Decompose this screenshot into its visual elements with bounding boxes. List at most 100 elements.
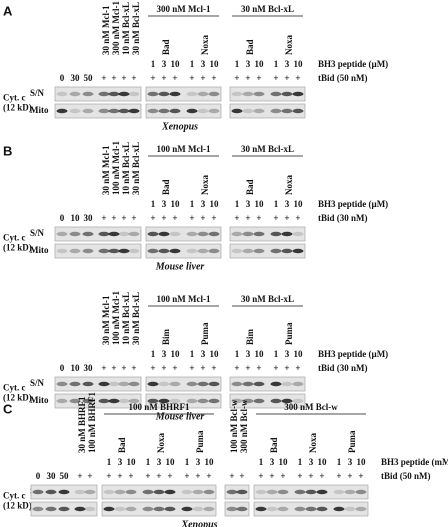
blot-band xyxy=(270,91,282,97)
subgroup-label: Puma xyxy=(195,430,205,453)
blot-band xyxy=(147,248,159,254)
tbid-label: tBid (50 nM) xyxy=(381,471,431,481)
protein-label: Cyt. c xyxy=(3,93,26,103)
blot-band xyxy=(32,489,44,495)
subgroup-label: Noxa xyxy=(284,35,294,55)
tbid-plus: + xyxy=(234,213,239,223)
peptide-dose: 1 xyxy=(298,457,303,467)
peptide-dose: 3 xyxy=(285,59,290,69)
tbid-plus: + xyxy=(156,471,161,481)
blot-band xyxy=(197,398,209,404)
blot-strip xyxy=(54,86,142,102)
blot-band xyxy=(84,506,96,512)
blot-band xyxy=(208,108,220,114)
blot-band xyxy=(186,231,198,237)
tbid-plus: + xyxy=(189,363,194,373)
subgroup-label: Noxa xyxy=(200,35,210,55)
protein-label: Cyt. c xyxy=(3,383,26,393)
group-title: 100 nM BHRF1 xyxy=(128,402,190,412)
tbid-plus: + xyxy=(347,471,352,481)
tbid-plus: + xyxy=(273,363,278,373)
tbid-label: tBid (30 nM) xyxy=(318,213,368,223)
peptide-dose: 1 xyxy=(151,59,156,69)
blot-band xyxy=(98,248,110,254)
blot-band xyxy=(125,506,137,512)
blot-band xyxy=(186,398,198,404)
blot-band xyxy=(226,506,238,512)
lane-label: 30 nM Bcl-xL xyxy=(131,142,141,195)
tbid-dose: 10 xyxy=(71,213,81,223)
blot-band xyxy=(208,231,220,237)
blot-band xyxy=(82,248,94,254)
blot-band xyxy=(242,381,254,387)
blot-band xyxy=(266,506,278,512)
tbid-plus: + xyxy=(131,73,136,83)
blot-band xyxy=(333,506,345,512)
lane-label: 30 nM BHRF1 xyxy=(77,396,87,453)
tbid-plus: + xyxy=(308,471,313,481)
blot-band xyxy=(281,91,293,97)
source-label: Xenopus xyxy=(161,121,198,132)
peptide-dose: 1 xyxy=(259,457,264,467)
tbid-plus: + xyxy=(161,73,166,83)
tbid-plus: + xyxy=(111,73,116,83)
group-title: 30 nM Bcl-xL xyxy=(241,294,294,304)
blot-band xyxy=(208,398,220,404)
blot-band xyxy=(231,381,243,387)
blot-band xyxy=(292,108,304,114)
tbid-plus: + xyxy=(200,213,205,223)
blot-band xyxy=(128,398,140,404)
blot-band xyxy=(82,91,94,97)
tbid-dose: 0 xyxy=(60,73,65,83)
blot-band xyxy=(270,398,282,404)
blot-band xyxy=(56,248,68,254)
blot-band xyxy=(294,506,306,512)
blot-band xyxy=(253,231,265,237)
tbid-plus: + xyxy=(256,363,261,373)
tbid-label: tBid (30 nM) xyxy=(318,363,368,373)
blot-band xyxy=(142,489,154,495)
tbid-label: tBid (50 nM) xyxy=(318,73,368,83)
blot-band xyxy=(158,231,170,237)
blot-band xyxy=(186,91,198,97)
subgroup-label: Bad xyxy=(245,39,255,55)
blot-band xyxy=(128,381,140,387)
blot-band xyxy=(192,489,204,495)
tbid-plus: + xyxy=(256,73,261,83)
subgroup-label: Puma xyxy=(200,322,210,345)
blot-band xyxy=(270,381,282,387)
tbid-plus: + xyxy=(121,73,126,83)
tbid-plus: + xyxy=(145,471,150,481)
tbid-plus: + xyxy=(111,213,116,223)
size-label: (12 kD) xyxy=(3,103,32,113)
tbid-plus: + xyxy=(189,213,194,223)
blot-band xyxy=(169,91,181,97)
blot-band xyxy=(108,108,120,114)
blot-band xyxy=(305,489,317,495)
blot-band xyxy=(158,108,170,114)
tbid-plus: + xyxy=(234,73,239,83)
blot-band xyxy=(355,506,367,512)
panel-label: C xyxy=(3,401,13,416)
peptide-dose: 3 xyxy=(246,59,251,69)
blot-strip xyxy=(145,393,222,409)
blot-band xyxy=(186,108,198,114)
peptide-dose: 3 xyxy=(309,457,314,467)
tbid-plus: + xyxy=(319,471,324,481)
blot-band xyxy=(277,506,289,512)
blot-band xyxy=(82,398,94,404)
blot-band xyxy=(147,381,159,387)
peptide-dose: 3 xyxy=(118,457,123,467)
subgroup-label: Noxa xyxy=(284,175,294,195)
blot-band xyxy=(82,108,94,114)
blot-strip xyxy=(54,243,142,259)
blot-band xyxy=(128,248,140,254)
tbid-plus: + xyxy=(121,213,126,223)
tbid-dose: 50 xyxy=(84,73,94,83)
peptide-dose: 3 xyxy=(196,457,201,467)
peptide-label: BH3 peptide (µM) xyxy=(318,59,388,69)
blot-band xyxy=(164,506,176,512)
tbid-plus: + xyxy=(106,471,111,481)
group-title: 30 nM Bcl-xL xyxy=(241,4,294,14)
blot-band xyxy=(231,398,243,404)
